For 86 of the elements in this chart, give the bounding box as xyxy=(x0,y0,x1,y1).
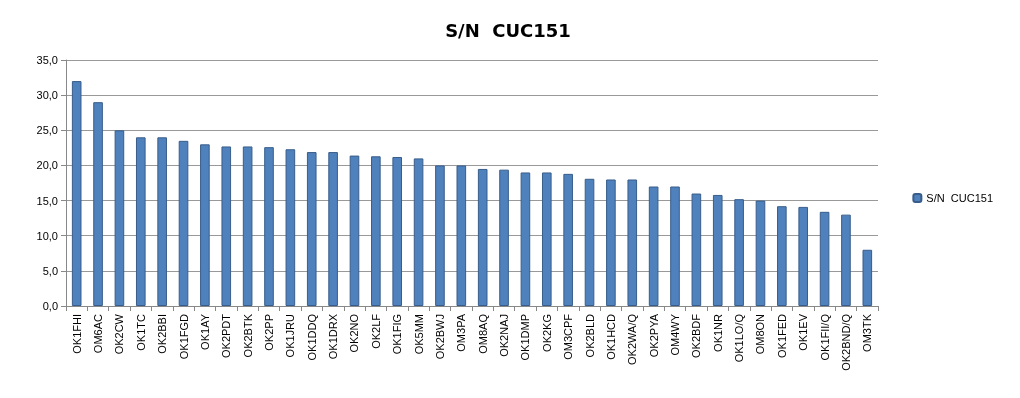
legend-label: S/N CUC151 xyxy=(926,192,994,204)
bar xyxy=(264,147,274,306)
x-tick-label: OK2BND/Q xyxy=(839,313,852,371)
bar xyxy=(306,152,317,306)
bar xyxy=(114,130,125,306)
x-tick-label: OK1FHI xyxy=(70,314,83,354)
x-tick-label: OK2BLD xyxy=(583,313,596,358)
bar xyxy=(798,206,809,306)
bar xyxy=(777,206,787,306)
bar xyxy=(242,146,253,306)
x-tick-label: OK1EV xyxy=(797,313,810,351)
bar xyxy=(135,137,146,306)
bar xyxy=(734,199,744,306)
bar xyxy=(413,158,424,306)
bar xyxy=(648,186,659,306)
bar xyxy=(670,186,680,306)
y-tick-label: 30,0 xyxy=(36,89,58,102)
bar xyxy=(563,173,573,306)
x-tick-label: OK2BDF xyxy=(690,313,703,359)
x-tick-label: OK1JRU xyxy=(284,313,297,358)
bar xyxy=(541,172,552,306)
x-tick-label: OK1FIG xyxy=(391,314,404,355)
x-tick-label: OK2PDT xyxy=(220,313,233,359)
y-tick-label: 10,0 xyxy=(36,229,58,242)
bar xyxy=(221,146,232,306)
x-tick-label: OK1LO/Q xyxy=(733,313,746,363)
y-tick-label: 35,0 xyxy=(36,54,58,66)
bar xyxy=(200,144,210,306)
x-tick-label: OM4WY xyxy=(669,313,681,356)
x-tick-label: OK2BWJ xyxy=(433,314,446,360)
bar xyxy=(328,152,338,306)
x-tick-label: OK2BTK xyxy=(241,313,254,358)
x-tick-label: OK1FII/Q xyxy=(818,313,831,361)
x-tick-label: OK2PYA xyxy=(647,313,660,358)
bar xyxy=(392,156,403,306)
bar xyxy=(499,169,509,306)
bar xyxy=(712,194,723,306)
bar xyxy=(520,172,531,306)
x-tick-label: OM3TK xyxy=(861,313,874,352)
x-tick-label: OK1TC xyxy=(134,313,147,351)
bar xyxy=(93,102,103,306)
x-tick-label: OK1DMP xyxy=(519,314,532,361)
bar xyxy=(691,193,702,306)
x-tick-label: OK1FGD xyxy=(177,313,190,360)
x-tick-label: OM8AQ xyxy=(476,313,489,354)
x-tick-label: OM6AC xyxy=(92,313,105,354)
x-tick-label: OK2LF xyxy=(369,313,382,349)
x-tick-label: OK2PP xyxy=(263,314,275,351)
bar xyxy=(606,179,616,306)
bar xyxy=(435,165,445,306)
bar xyxy=(755,200,766,306)
x-tick-label: OK2NAJ xyxy=(498,314,511,357)
y-tick-label: 20,0 xyxy=(36,159,58,172)
x-tick-label: OK2CW xyxy=(113,313,126,355)
x-tick-label: OK2KG xyxy=(540,314,553,352)
x-tick-label: OM3PA xyxy=(455,313,468,352)
x-tick-label: OK2BBI xyxy=(156,314,169,354)
y-tick-label: 25,0 xyxy=(36,124,58,137)
y-tick-label: 0,0 xyxy=(42,300,58,312)
bar xyxy=(627,179,638,306)
bar xyxy=(157,137,167,306)
x-tick-label: OK5MM xyxy=(412,314,425,355)
x-tick-label: OM3CPF xyxy=(562,313,575,360)
x-tick-label: OK1FED xyxy=(775,313,788,359)
chart-title: S/N CUC151 xyxy=(445,19,571,41)
bar xyxy=(862,249,873,306)
y-tick-label: 5,0 xyxy=(42,264,58,277)
bar xyxy=(477,168,488,306)
bar xyxy=(71,81,82,306)
x-tick-label: OK1NR xyxy=(711,313,724,352)
x-tick-label: OK2NO xyxy=(348,313,361,353)
x-tick-label: OK1HCD xyxy=(604,313,617,360)
bar xyxy=(841,214,851,306)
bar xyxy=(371,156,381,306)
x-tick-label: OK2WA/Q xyxy=(626,313,639,365)
bar xyxy=(584,178,595,306)
bar xyxy=(456,165,467,306)
x-tick-label: OK1AY xyxy=(198,313,211,350)
bar xyxy=(349,155,360,306)
bar xyxy=(178,140,189,306)
y-tick-label: 15,0 xyxy=(36,194,58,207)
bar xyxy=(819,211,830,306)
x-tick-label: OK1DDQ xyxy=(305,313,318,361)
x-tick-label: OK1DRX xyxy=(327,313,340,360)
bar xyxy=(285,149,296,306)
x-tick-label: OM8ON xyxy=(754,313,767,355)
